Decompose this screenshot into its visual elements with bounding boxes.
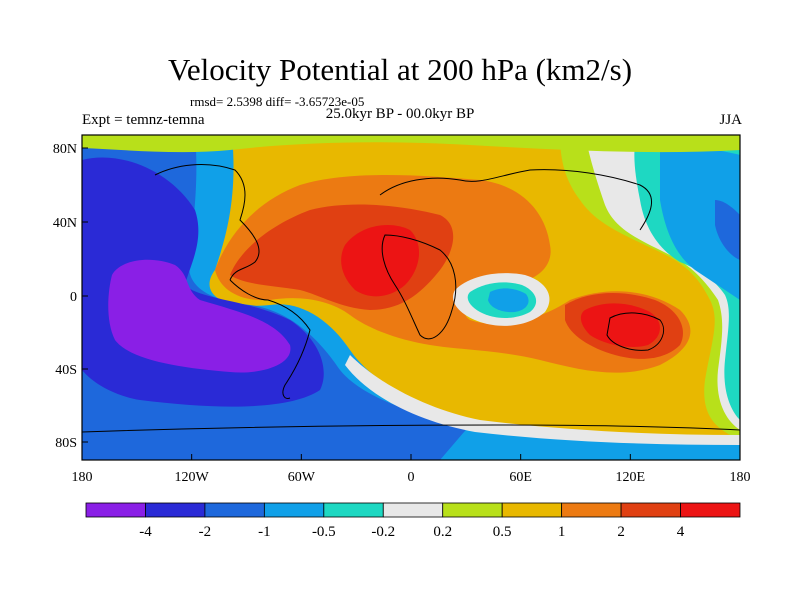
experiment-label: Expt = temnz-temna: [82, 112, 205, 128]
coast-australia: [606, 312, 664, 351]
colorbar-label: -4: [139, 524, 152, 540]
colorbar-label: 2: [617, 524, 625, 540]
colorbar-segment: [680, 502, 741, 518]
colorbar-segment: [145, 502, 206, 518]
colorbar-segment: [85, 502, 146, 518]
x-tick-label: 120W: [175, 470, 210, 485]
x-tick-label: 0: [408, 470, 415, 485]
colorbar-segment: [263, 502, 325, 518]
colorbar-segment: [204, 502, 265, 518]
colorbar-label: -0.5: [312, 524, 336, 540]
coast-eurasia: [379, 169, 652, 231]
region-arctic-band: [82, 135, 740, 153]
region-red-max-africa: [341, 225, 420, 297]
colorbar-label: 1: [558, 524, 566, 540]
colorbar-label: -2: [199, 524, 212, 540]
coast-north-america: [154, 164, 260, 281]
colorbar-segment: [620, 502, 681, 518]
coast-africa: [381, 234, 457, 340]
stats-text: rmsd= 2.5398 diff= -3.65723e-05: [190, 94, 365, 109]
colorbar-label: 0.5: [493, 524, 512, 540]
y-tick-label: 80N: [53, 142, 77, 157]
region-light-blue-east: [660, 147, 740, 300]
x-tick-label: 180: [72, 470, 93, 485]
y-tick-label: 40N: [53, 216, 77, 231]
y-tick-label: 0: [70, 290, 77, 305]
colorbar-segment: [501, 502, 563, 518]
colorbar-segment: [323, 502, 384, 518]
x-tick-label: 120E: [616, 470, 646, 485]
y-tick-label: 40S: [55, 363, 77, 378]
region-white-south-band: [345, 355, 740, 445]
x-tick-label: 60E: [509, 470, 532, 485]
x-tick-label: 60W: [288, 470, 316, 485]
region-mid-blue-east: [715, 200, 740, 260]
region-purple-minimum: [108, 259, 291, 373]
colorbar-label: 0.2: [433, 524, 452, 540]
colorbar-segment: [561, 502, 622, 518]
x-tick-label: 180: [730, 470, 751, 485]
colorbar-label: -1: [258, 524, 271, 540]
contour-field: [82, 135, 740, 460]
y-tick-label: 80S: [55, 436, 77, 451]
season-label: JJA: [719, 112, 742, 128]
period-label: 25.0kyr BP - 00.0kyr BP: [325, 106, 475, 122]
coast-antarctica: [82, 424, 740, 433]
axis-ticks: 180 120W 60W 0 60E 120E 180 80N 40N 0 40S 80S: [53, 142, 751, 485]
region-blue-indian: [488, 288, 529, 313]
coast-south-america: [229, 279, 311, 399]
map-title: Velocity Potential at 200 hPa (km2/s): [167, 52, 633, 87]
colorbar-segment: [382, 502, 444, 518]
coastlines: [82, 164, 740, 433]
colorbar-label: 4: [677, 524, 685, 540]
colorbar-label: -0.2: [371, 524, 395, 540]
colorbar-segment: [442, 502, 503, 518]
region-red-max-australia: [580, 303, 660, 347]
